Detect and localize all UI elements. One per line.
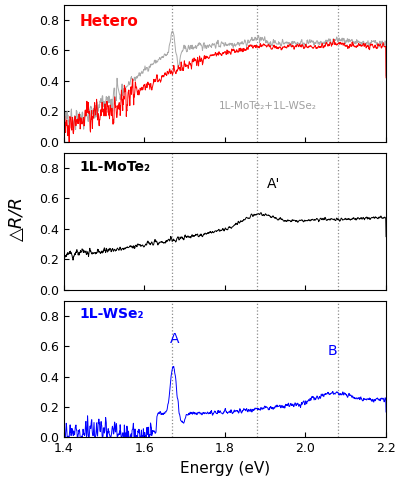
X-axis label: Energy (eV): Energy (eV) bbox=[180, 461, 270, 476]
Text: 1L-MoTe₂: 1L-MoTe₂ bbox=[80, 159, 151, 174]
Text: 1L-WSe₂: 1L-WSe₂ bbox=[80, 307, 144, 321]
Text: B: B bbox=[328, 344, 338, 358]
Text: △R/R: △R/R bbox=[8, 196, 26, 241]
Text: A: A bbox=[170, 332, 179, 346]
Text: 1L-MoTe₂+1L-WSe₂: 1L-MoTe₂+1L-WSe₂ bbox=[219, 101, 316, 111]
Text: Hetero: Hetero bbox=[80, 15, 139, 30]
Text: A': A' bbox=[267, 177, 280, 191]
